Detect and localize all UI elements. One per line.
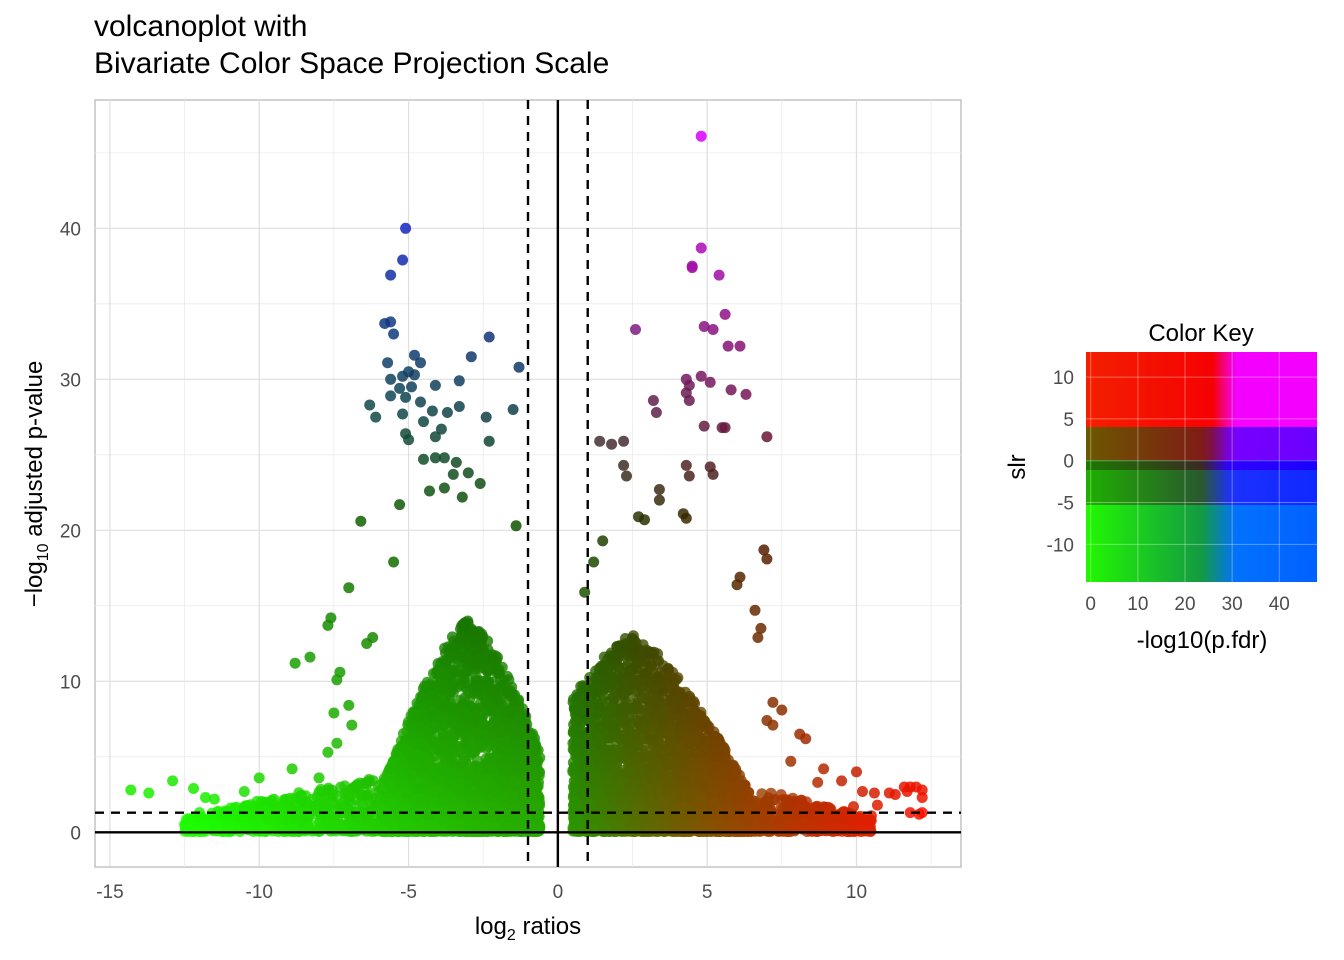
data-point	[501, 706, 513, 718]
data-point	[503, 674, 515, 686]
data-point	[487, 702, 499, 714]
data-point	[613, 661, 625, 673]
data-point	[462, 665, 474, 677]
data-point	[414, 738, 426, 750]
data-point	[441, 741, 453, 753]
data-point	[528, 755, 540, 767]
data-point	[515, 729, 527, 741]
data-point	[447, 716, 459, 728]
data-point	[487, 676, 499, 688]
data-point	[480, 695, 492, 707]
data-point	[430, 721, 442, 733]
data-point	[527, 728, 538, 740]
data-point	[460, 652, 472, 664]
data-point	[502, 686, 514, 698]
data-point	[494, 727, 506, 739]
data-point	[593, 699, 605, 711]
data-point	[492, 651, 503, 663]
data-point	[459, 617, 471, 629]
data-point	[532, 780, 544, 792]
data-point	[408, 710, 420, 722]
data-point	[459, 729, 471, 741]
data-point	[473, 654, 484, 666]
data-point	[460, 720, 472, 732]
chart-title-line-2: Bivariate Color Space Projection Scale	[94, 47, 610, 80]
data-point	[429, 737, 441, 749]
data-point	[471, 755, 483, 767]
data-point	[683, 746, 695, 758]
data-point	[464, 693, 476, 705]
data-point	[530, 740, 542, 751]
data-point	[486, 720, 497, 731]
data-point	[433, 677, 445, 689]
data-point	[592, 685, 604, 697]
data-point	[473, 710, 484, 721]
data-point	[490, 753, 502, 765]
data-point	[593, 663, 605, 674]
data-point	[455, 630, 467, 642]
data-point	[469, 682, 481, 694]
data-point	[469, 635, 481, 647]
data-point	[492, 694, 504, 706]
data-point	[395, 755, 407, 767]
data-point	[428, 689, 440, 701]
data-point	[493, 737, 505, 749]
data-point	[518, 756, 530, 768]
data-point	[386, 759, 398, 770]
data-point	[617, 752, 628, 764]
data-point	[439, 732, 451, 744]
data-point	[474, 643, 485, 655]
data-point	[397, 728, 409, 740]
data-point	[653, 655, 665, 667]
data-point	[471, 672, 482, 684]
data-point	[439, 642, 451, 654]
data-point	[509, 738, 521, 750]
chart-title-line-1: volcanoplot with	[94, 10, 308, 43]
data-point	[506, 747, 517, 759]
data-point	[623, 665, 635, 677]
data-point	[450, 665, 462, 677]
data-point	[577, 680, 589, 692]
data-point	[446, 701, 458, 713]
data-point	[416, 751, 428, 763]
data-point	[450, 648, 462, 660]
data-point	[498, 760, 510, 772]
data-point	[477, 719, 489, 731]
data-point	[417, 708, 429, 720]
data-point	[570, 700, 582, 712]
data-point	[512, 714, 524, 726]
data-point	[456, 757, 468, 769]
data-point	[486, 761, 498, 773]
plot-panel	[94, 99, 962, 868]
data-point	[584, 672, 596, 683]
data-point	[493, 664, 505, 675]
data-point	[607, 691, 619, 703]
data-point	[688, 711, 700, 723]
data-point	[415, 691, 427, 703]
data-point	[457, 708, 469, 720]
data-point	[435, 667, 447, 679]
data-point	[484, 661, 496, 673]
data-point	[449, 677, 461, 689]
data-point	[464, 627, 476, 639]
data-point	[420, 682, 432, 693]
data-point	[513, 695, 524, 707]
data-point	[625, 748, 637, 760]
data-point	[514, 768, 526, 780]
data-point	[454, 694, 466, 706]
data-point	[527, 766, 539, 777]
data-point	[445, 752, 457, 764]
data-point	[473, 626, 485, 637]
data-point	[426, 705, 438, 716]
data-point	[642, 750, 654, 762]
data-point	[654, 730, 666, 742]
data-point	[458, 641, 470, 653]
data-point	[466, 739, 478, 751]
